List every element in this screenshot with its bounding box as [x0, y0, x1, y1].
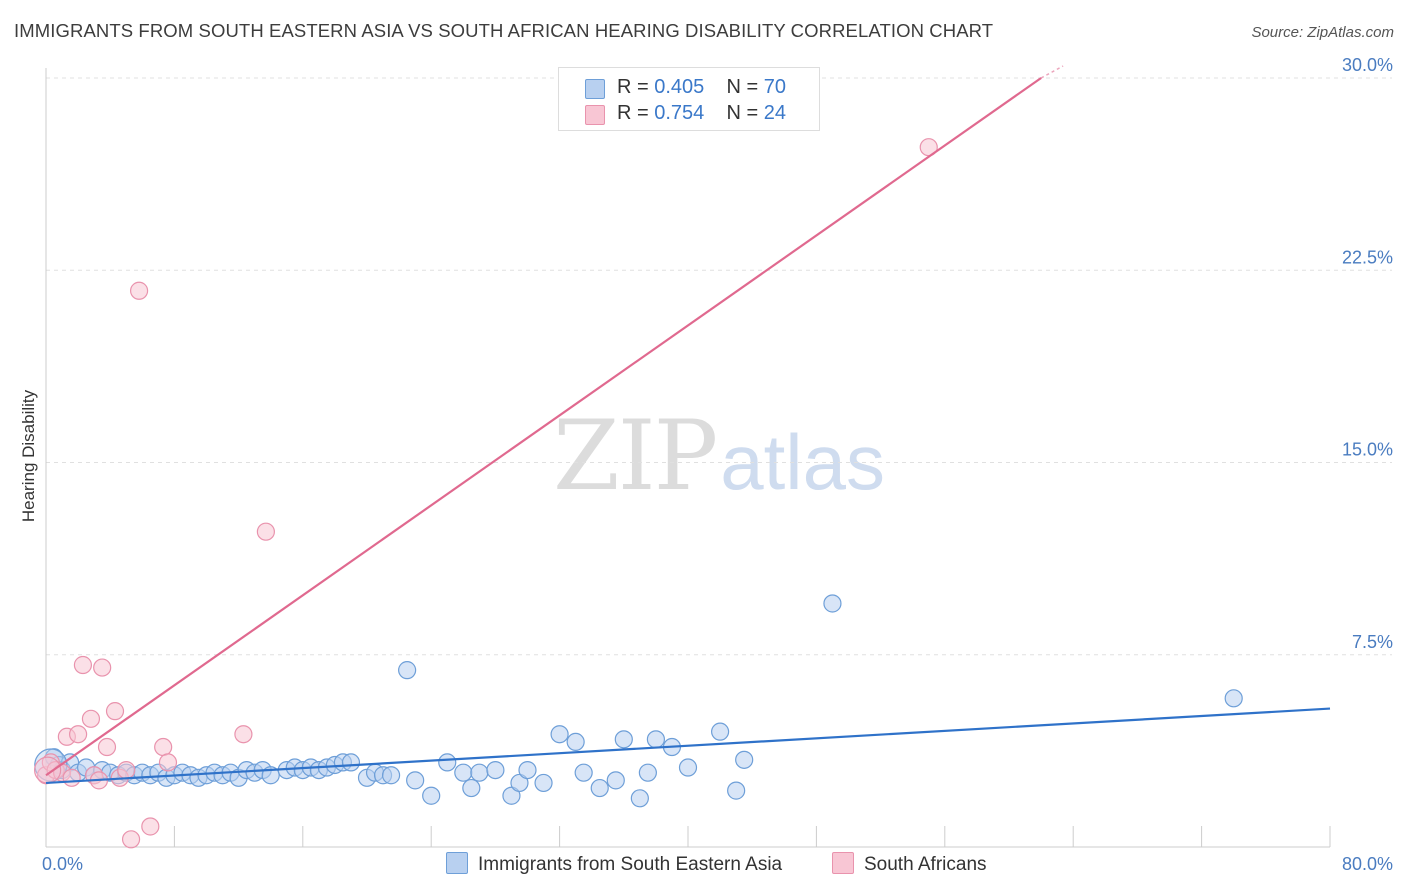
- legend: R = 0.405 N = 70 R = 0.754 N = 24: [558, 67, 820, 131]
- data-point-blue: [422, 786, 441, 805]
- gridlines: [46, 77, 1392, 656]
- data-point-pink-cluster: [34, 756, 62, 784]
- data-point-blue: [590, 778, 609, 798]
- data-point-blue: [646, 730, 666, 749]
- data-point-blue: [638, 763, 657, 782]
- data-point-blue: [518, 760, 537, 780]
- data-point-pink: [158, 753, 178, 772]
- axes: [45, 68, 1331, 848]
- series-pink-points: [34, 138, 938, 849]
- legend-n-label: N =: [726, 76, 759, 98]
- data-point-blue: [406, 771, 425, 790]
- data-point-pink: [93, 658, 112, 677]
- data-point-blue: [566, 732, 585, 752]
- data-point-blue: [534, 773, 553, 793]
- series-blue-points: [34, 594, 1243, 808]
- source-label: Source: ZipAtlas.com: [1251, 24, 1394, 41]
- watermark-zip: ZIP: [553, 400, 718, 512]
- bottom-legend-swatch-pink: [832, 852, 854, 874]
- legend-text-blue: R = 0.405 N = 70: [617, 76, 786, 99]
- chart-title: IMMIGRANTS FROM SOUTH EASTERN ASIA VS SO…: [14, 20, 994, 41]
- legend-swatch-pink: [585, 105, 605, 125]
- data-point-pink: [117, 760, 136, 780]
- data-point-pink: [68, 725, 88, 744]
- data-point-blue: [510, 773, 529, 793]
- legend-r-label: R =: [617, 102, 649, 124]
- trend-lines: [45, 65, 1331, 785]
- trend-line-pink-extension: [1040, 65, 1064, 79]
- bottom-legend-swatch-blue: [446, 852, 468, 874]
- data-point-blue: [462, 778, 481, 798]
- data-point-pink: [141, 817, 160, 836]
- y-tick-label: 22.5%: [1342, 247, 1393, 267]
- x-tick-label: 0.0%: [42, 854, 83, 874]
- data-point-pink: [154, 737, 173, 757]
- tick-labels: 7.5% 15.0% 22.5% 30.0% 0.0% 80.0% Hearing Disa…: [19, 55, 1393, 874]
- data-point-blue: [381, 766, 401, 785]
- data-point-blue: [341, 753, 361, 772]
- bottom-legend-pink: South Africans: [832, 852, 987, 876]
- data-point-blue: [823, 594, 842, 613]
- y-tick-label: 15.0%: [1342, 440, 1393, 460]
- y-tick-label: 7.5%: [1352, 632, 1393, 652]
- bottom-legend-label-blue: Immigrants from South Eastern Asia: [478, 854, 783, 875]
- data-point-blue: [470, 763, 489, 782]
- bottom-legend-blue: Immigrants from South Eastern Asia: [446, 852, 782, 876]
- data-point-pink: [234, 725, 253, 744]
- data-point-blue: [574, 763, 593, 782]
- data-point-pink: [129, 281, 149, 300]
- y-tick-label: 30.0%: [1342, 55, 1393, 75]
- legend-n-value-pink: 24: [763, 102, 787, 124]
- x-tick-label: 80.0%: [1342, 854, 1393, 874]
- data-point-blue: [502, 786, 521, 805]
- data-point-pink: [62, 768, 81, 787]
- data-point-pink: [256, 522, 275, 541]
- data-point-pink: [81, 709, 101, 728]
- trend-line-pink: [45, 77, 1042, 777]
- trend-line-blue: [45, 707, 1331, 785]
- data-point-blue: [678, 758, 698, 777]
- data-point-blue: [630, 789, 649, 808]
- data-point-blue: [438, 753, 457, 772]
- legend-n-label: N =: [726, 102, 759, 124]
- legend-r-label: R =: [617, 76, 649, 98]
- data-point-blue: [606, 771, 625, 790]
- data-point-blue: [727, 781, 746, 800]
- legend-text-pink: R = 0.754 N = 24: [617, 102, 786, 125]
- data-point-blue: [735, 750, 754, 769]
- data-point-blue: [398, 661, 417, 680]
- legend-swatch-blue: [585, 79, 605, 99]
- legend-n-value-blue: 70: [763, 76, 787, 98]
- bottom-legend-label-pink: South Africans: [864, 854, 987, 875]
- data-point-blue: [550, 725, 569, 744]
- data-point-blue: [710, 722, 730, 741]
- data-point-pink: [73, 655, 93, 675]
- data-point-blue: [454, 763, 473, 782]
- legend-r-value-blue: 0.405: [654, 76, 705, 98]
- data-point-pink: [121, 830, 141, 849]
- data-point-pink: [97, 737, 117, 757]
- data-point-blue: [1224, 689, 1243, 708]
- data-point-blue: [614, 730, 633, 749]
- data-point-pink: [105, 702, 125, 721]
- y-axis-label: Hearing Disability: [19, 389, 38, 522]
- legend-r-value-pink: 0.754: [654, 102, 705, 124]
- data-point-blue: [486, 760, 505, 780]
